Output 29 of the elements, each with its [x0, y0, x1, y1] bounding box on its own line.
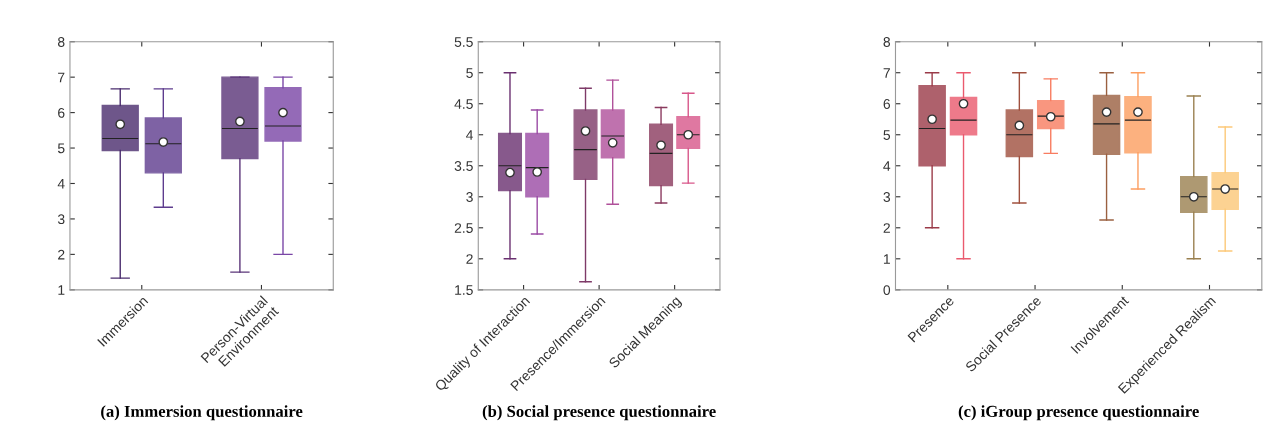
- y-tick-label: 3.5: [454, 161, 473, 171]
- text: (a) Immersion questionnaire: [101, 405, 303, 421]
- y-tick-label: 6: [58, 107, 65, 118]
- y-tick-label: 1.5: [455, 285, 473, 295]
- y-tick-label: 1: [883, 254, 890, 264]
- y-tick-label: 3: [57, 214, 65, 225]
- y-tick-label: 5: [57, 143, 65, 154]
- y-tick-label: 3: [883, 192, 891, 202]
- y-tick-label: 2: [883, 223, 890, 233]
- y-tick-label: 1: [58, 285, 65, 295]
- y-tick-label: 4.5: [454, 99, 473, 109]
- y-tick-label: 5.5: [454, 37, 473, 47]
- y-tick-label: 5: [883, 130, 891, 140]
- y-tick-label: 8: [57, 37, 65, 47]
- y-tick-label: 4: [883, 161, 891, 171]
- y-tick-label: 4: [466, 130, 474, 140]
- y-tick-label: 7: [58, 72, 65, 83]
- text: (c) iGroup presence questionnaire: [958, 405, 1199, 421]
- y-tick-label: 2: [58, 249, 65, 260]
- y-tick-label: 2.5: [454, 223, 473, 233]
- y-tick-label: 6: [883, 99, 891, 109]
- y-tick-label: 2: [466, 254, 473, 264]
- y-tick-label: 3: [466, 192, 473, 202]
- y-tick-label: 0: [883, 285, 891, 295]
- text: (b) Social presence questionnaire: [482, 405, 716, 421]
- y-tick-label: 7: [883, 68, 890, 78]
- y-tick-label: 4: [57, 178, 65, 189]
- y-tick-label: 8: [883, 37, 891, 47]
- y-tick-label: 5: [466, 68, 473, 78]
